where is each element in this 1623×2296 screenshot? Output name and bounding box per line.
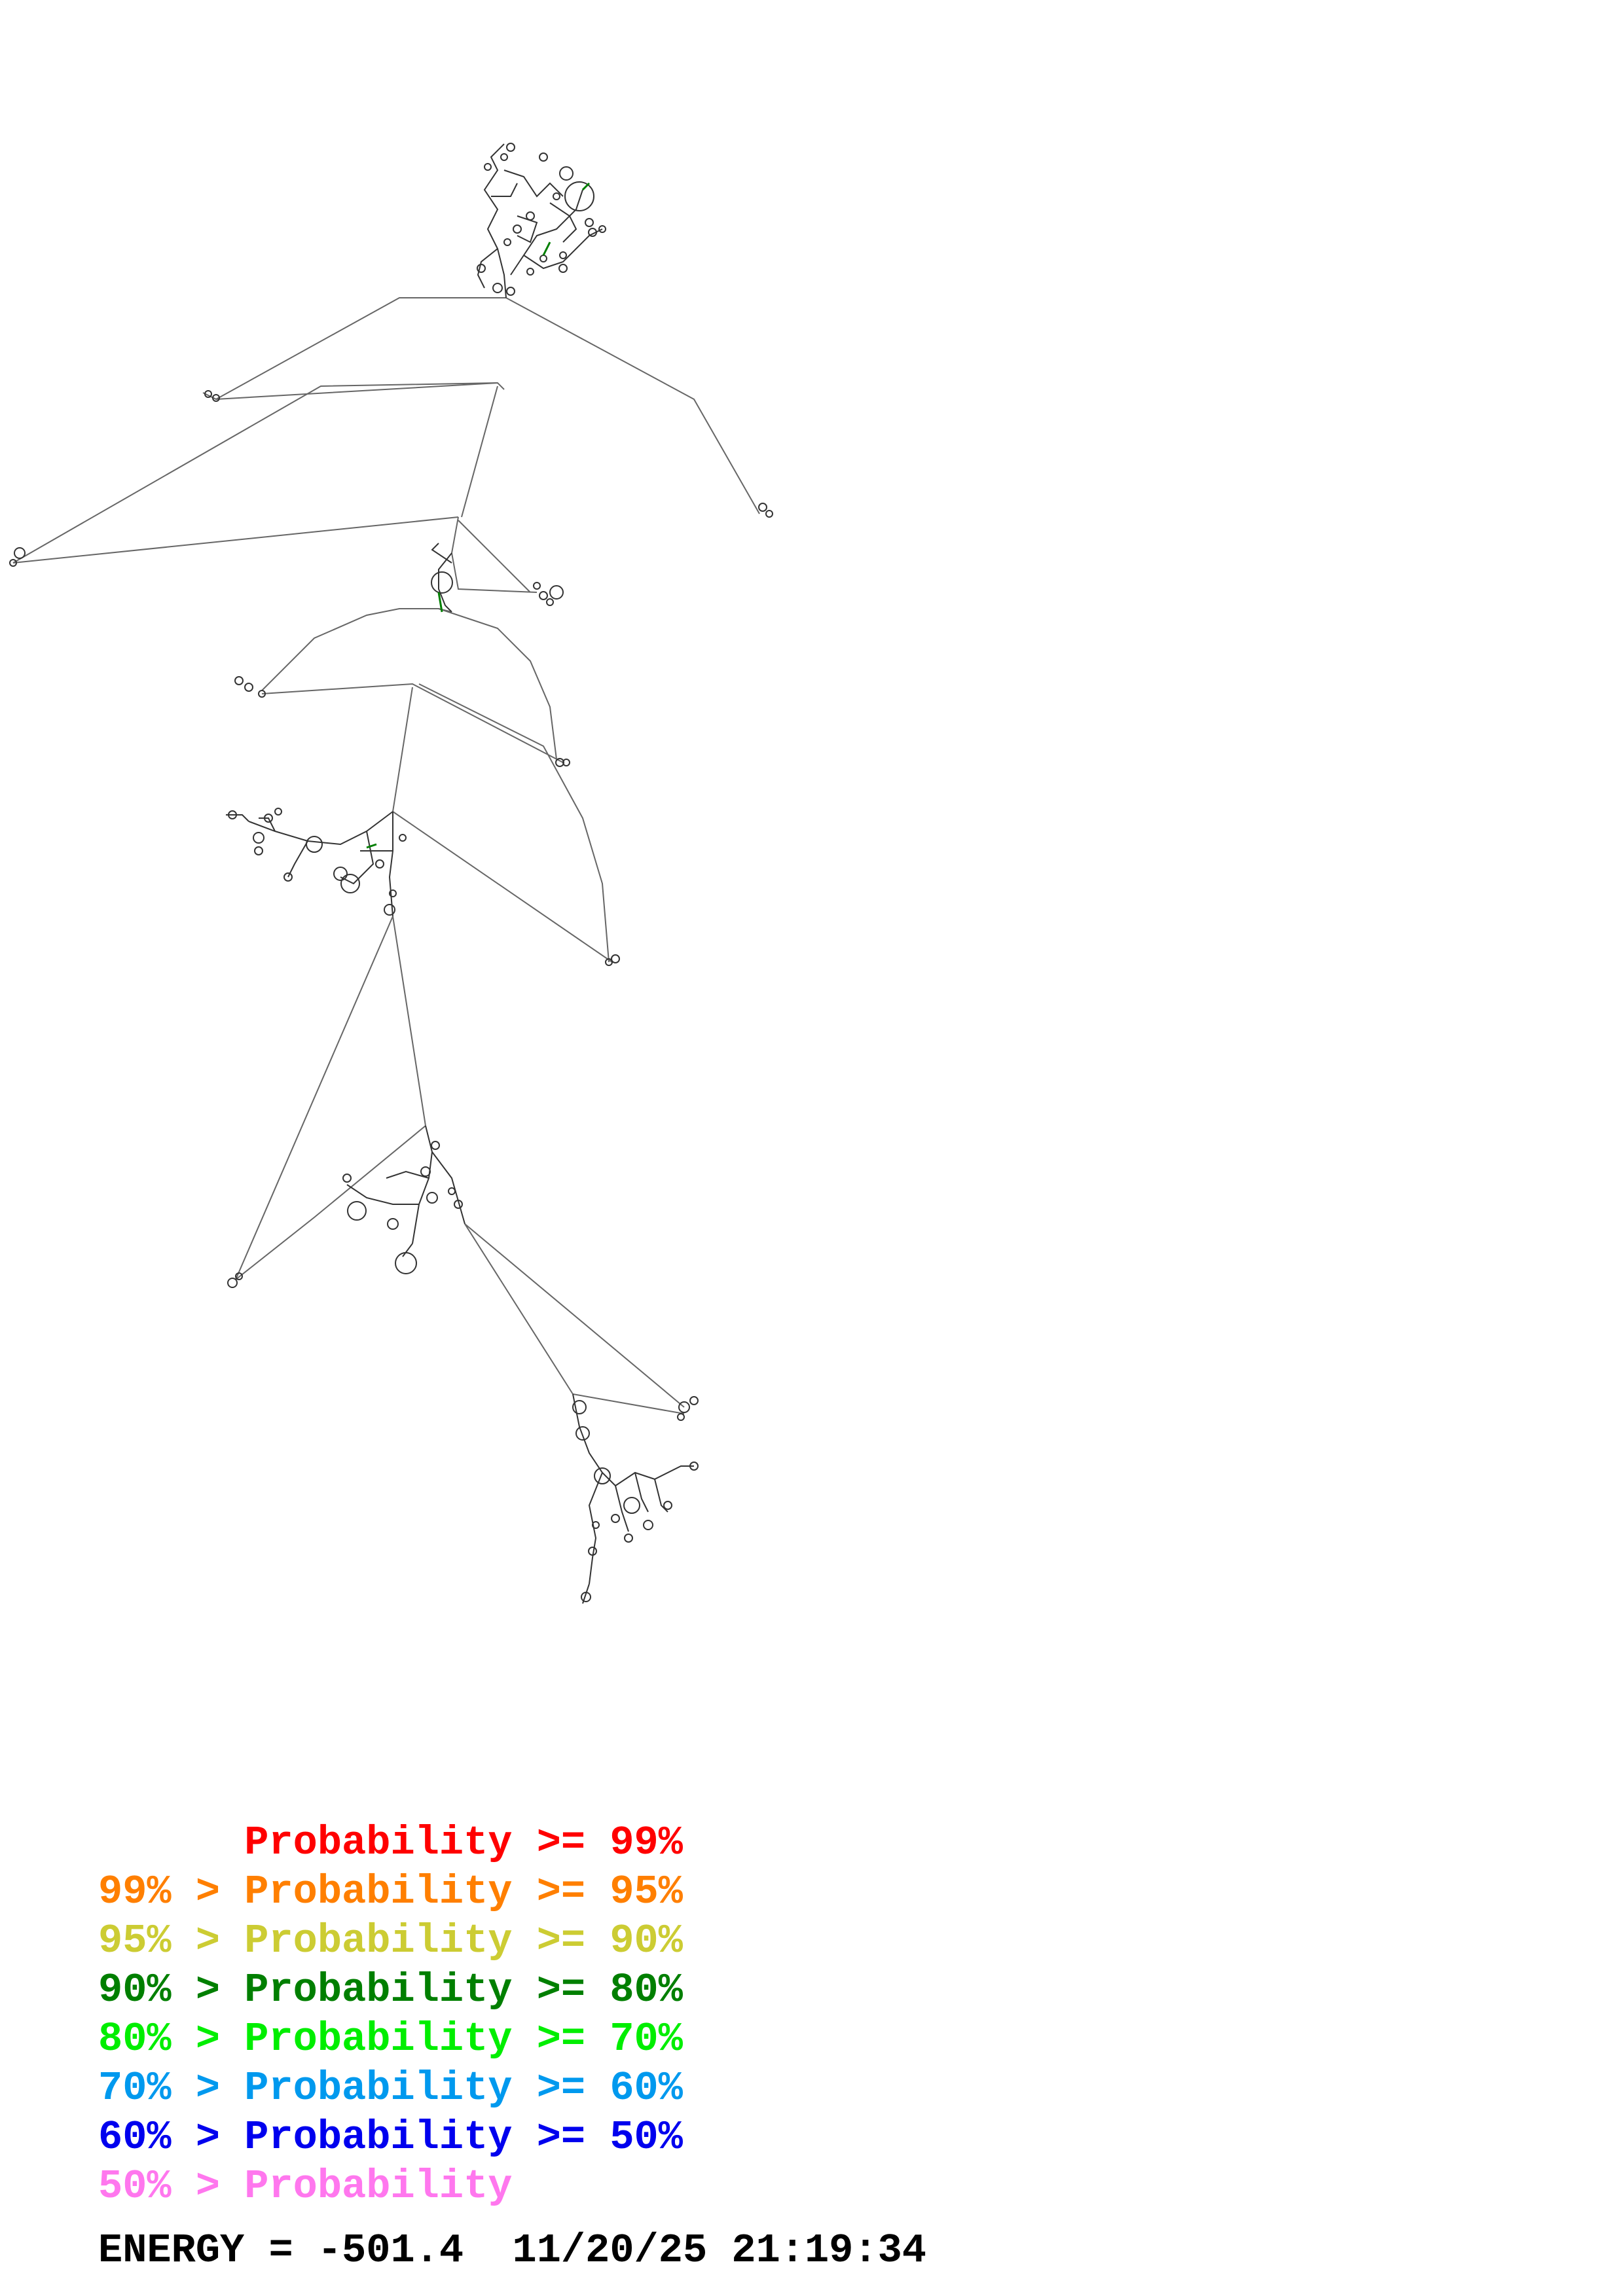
domain-cluster-bottom: [572, 1393, 699, 1604]
energy-label: ENERGY = -501.4 11/20/25 21:19:34: [98, 2227, 927, 2274]
backbone-connector: [392, 811, 613, 963]
backbone-connector: [12, 382, 498, 564]
backbone-connector: [461, 386, 498, 518]
backbone-connector: [261, 608, 452, 691]
backbone-connector: [12, 516, 459, 564]
backbone-connector: [438, 608, 557, 760]
high-prob-helix: [542, 242, 551, 256]
backbone-connector: [235, 1125, 426, 1280]
backbone-connector: [572, 1393, 685, 1414]
backbone-connector: [202, 297, 506, 401]
backbone-connector: [261, 683, 564, 763]
backbone-connector: [505, 297, 760, 514]
legend-item: 60% > Probability >= 50%: [98, 2114, 683, 2161]
backbone-connector: [450, 516, 538, 593]
rna-structure-diagram: [9, 143, 773, 1604]
hairpin-small: [9, 390, 773, 1421]
legend-item: 99% > Probability >= 95%: [98, 1869, 683, 1915]
high-prob-helix: [366, 843, 377, 849]
backbone-connector: [235, 916, 393, 1280]
backbone-connector: [458, 520, 531, 593]
legend-item: Probability >= 99%: [98, 1820, 683, 1866]
legend-item: 50% > Probability: [98, 2163, 513, 2210]
domain-cluster-lower: [342, 1125, 465, 1274]
high-prob-helix: [437, 592, 443, 613]
backbone-connector: [464, 1223, 685, 1408]
backbone-connector: [464, 1223, 574, 1395]
domain-cluster-top: [477, 143, 606, 298]
domain-cluster-middle: [226, 543, 453, 917]
legend-item: 95% > Probability >= 90%: [98, 1918, 683, 1964]
backbone-connector: [392, 916, 426, 1126]
legend-item: 90% > Probability >= 80%: [98, 1967, 683, 2013]
legend-item: 80% > Probability >= 70%: [98, 2016, 683, 2062]
high-prob-helix: [581, 182, 591, 191]
backbone-connector: [392, 687, 413, 812]
backbone-connector: [418, 683, 610, 963]
legend-item: 70% > Probability >= 60%: [98, 2065, 683, 2111]
